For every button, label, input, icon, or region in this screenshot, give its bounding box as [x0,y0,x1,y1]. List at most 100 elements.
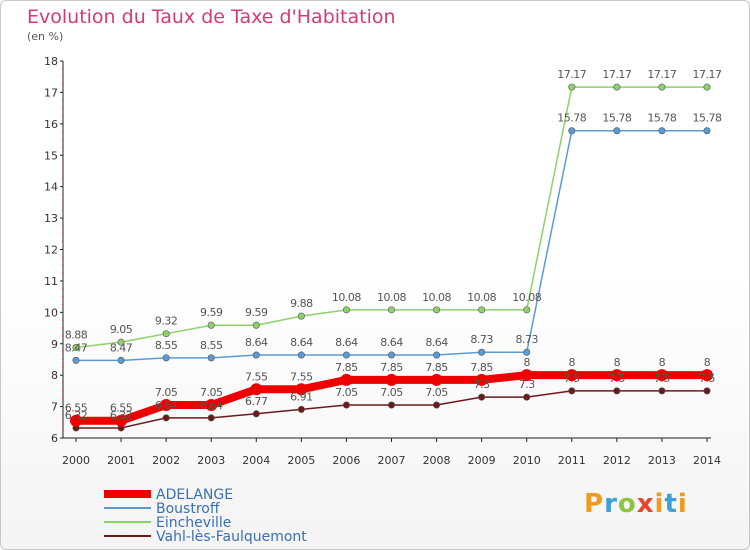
data-label: 17.17 [647,68,676,81]
data-label: 7.55 [245,370,268,383]
data-point [523,348,531,356]
data-label: 17.17 [693,68,722,81]
data-label: 9.59 [245,306,268,319]
data-point [703,127,711,135]
data-label: 8.64 [335,336,358,349]
legend-label: Boustroff [156,501,220,517]
data-label: 7.05 [200,386,223,399]
data-point [297,351,305,359]
data-label: 6.32 [65,409,88,422]
data-label: 6.55 [110,402,133,415]
data-point [70,414,82,427]
data-point [162,414,170,422]
data-label: 8 [704,356,711,369]
data-point [207,414,215,422]
data-point [478,348,486,356]
data-label: 8.64 [380,336,403,349]
data-label: 7.85 [470,361,493,374]
x-tick-label: 2010 [513,454,541,467]
data-label: 15.78 [693,112,722,125]
data-point [207,354,215,362]
data-point [568,127,576,135]
data-label: 8.88 [65,329,88,342]
data-point [520,369,533,382]
data-point [340,373,353,386]
data-point [433,351,441,359]
data-point [475,373,488,386]
data-label: 10.08 [422,291,451,304]
data-point [252,321,260,329]
data-label: 7.3 [474,378,490,391]
x-tick-label: 2008 [423,454,451,467]
data-label: 8.55 [155,339,178,352]
data-label: 7.05 [380,386,403,399]
data-point [117,338,125,346]
data-label: 8.64 [245,336,268,349]
data-point [703,83,711,91]
data-label: 7.55 [290,370,313,383]
data-label: 7.5 [564,372,580,385]
data-point [387,401,395,409]
data-point [478,306,486,314]
data-label: 7.85 [380,361,403,374]
chart-legend: ADELANGEBoustroffEinchevilleVahl-lès-Fau… [104,487,307,545]
data-label: 10.08 [467,291,496,304]
data-point [433,401,441,409]
legend-label: Eincheville [156,515,231,531]
data-point [523,306,531,314]
data-point [207,321,215,329]
data-point [523,393,531,401]
x-tick-label: 2013 [648,454,676,467]
data-label: 9.88 [290,297,313,310]
data-point [205,399,218,412]
data-point [565,369,578,382]
y-tick-label: 17 [44,86,58,99]
x-tick-label: 2002 [152,454,180,467]
data-label: 9.05 [110,323,133,336]
chart-axes: 6 7 8 9 10 11 12 13 14 15 16 17 18 2000 2001 2002 2003 20… [44,55,721,467]
data-point [72,356,80,364]
data-point [658,127,666,135]
data-label: 8 [569,356,576,369]
data-point [568,83,576,91]
data-point [613,387,621,395]
data-point [433,306,441,314]
data-label: 10.08 [512,291,541,304]
data-label: 9.32 [155,315,178,328]
data-point [387,306,395,314]
data-point [160,399,173,412]
data-label: 8.55 [200,339,223,352]
proxiti-logo: Proxiti [584,489,688,519]
data-point [430,373,443,386]
x-tick-label: 2011 [558,454,586,467]
data-point [117,356,125,364]
chart-unit-label: (en %) [27,30,64,43]
x-tick-label: 2009 [468,454,496,467]
data-label: 8 [659,356,666,369]
data-label: 15.78 [557,112,586,125]
data-point [252,351,260,359]
data-label: 8 [614,356,621,369]
y-tick-label: 14 [44,181,58,194]
data-point [701,369,713,382]
data-point [568,387,576,395]
data-label: 8.73 [470,333,493,346]
data-point [385,373,398,386]
data-point [613,127,621,135]
data-label: 8.47 [110,341,133,354]
chart-data-labels: 6.32 6.32 6.64 6.64 6.77 6.91 7.05 7.05 7.05 7.3 7… [65,68,723,422]
y-tick-label: 13 [44,212,58,225]
data-label: 17.17 [602,68,631,81]
x-tick-label: 2006 [332,454,360,467]
data-label: 15.78 [647,112,676,125]
x-tick-label: 2012 [603,454,631,467]
data-point [613,83,621,91]
data-point [72,344,80,352]
data-label: 7.85 [425,361,448,374]
data-point [387,351,395,359]
data-label: 7.3 [519,378,535,391]
x-tick-label: 2001 [107,454,135,467]
data-label: 9.59 [200,306,223,319]
y-tick-label: 7 [51,401,58,414]
